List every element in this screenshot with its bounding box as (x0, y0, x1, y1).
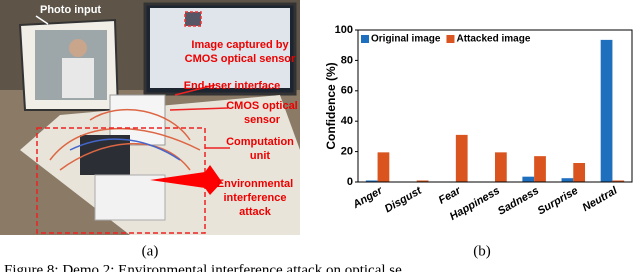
subcaption: (a) (142, 243, 159, 259)
photo-annotation: End-user interface (184, 80, 281, 92)
figure-caption: Figure 8: Demo 2: Environmental interfer… (4, 262, 402, 272)
photo-annotation: unit (250, 150, 270, 162)
legend-swatch (361, 35, 369, 43)
photo-annotation: CMOS optical sensor (185, 53, 296, 65)
bar (534, 156, 546, 182)
legend-swatch (446, 35, 454, 43)
x-tick-label: Sadness (496, 185, 541, 218)
y-tick-label: 80 (341, 54, 353, 66)
bar (562, 178, 574, 182)
bar (601, 40, 613, 182)
y-tick-label: 60 (341, 85, 353, 97)
bar (456, 135, 468, 182)
photo-annotation: Computation (226, 136, 294, 148)
bar (522, 177, 534, 182)
photo-annotation: Environmental (217, 178, 293, 190)
y-tick-label: 40 (341, 115, 353, 127)
legend-label: Original image (371, 34, 441, 45)
photo-annotation: Photo input (40, 4, 101, 16)
photo-annotation: CMOS optical (226, 100, 298, 112)
y-tick-label: 0 (347, 176, 353, 188)
y-axis-label: Confidence (%) (324, 62, 338, 149)
bar (378, 152, 390, 182)
photo-annotation: attack (239, 206, 272, 218)
x-tick-label: Neutral (581, 184, 621, 214)
y-tick-label: 20 (341, 146, 353, 158)
y-tick-label: 100 (335, 24, 353, 36)
bar (573, 163, 585, 182)
legend-label: Attacked image (456, 34, 530, 45)
photo-annotation: sensor (244, 114, 281, 126)
subcaption: (b) (473, 243, 491, 259)
photo-annotation: interference (224, 192, 287, 204)
bar (495, 152, 507, 182)
x-tick-label: Anger (350, 184, 385, 211)
figure: Photo input Image captured by CMOS optical… (0, 0, 644, 272)
x-tick-label: Fear (437, 184, 464, 206)
x-tick-label: Surprise (536, 185, 581, 218)
photo-annotation: Image captured by (191, 39, 289, 51)
x-tick-label: Disgust (383, 184, 425, 215)
